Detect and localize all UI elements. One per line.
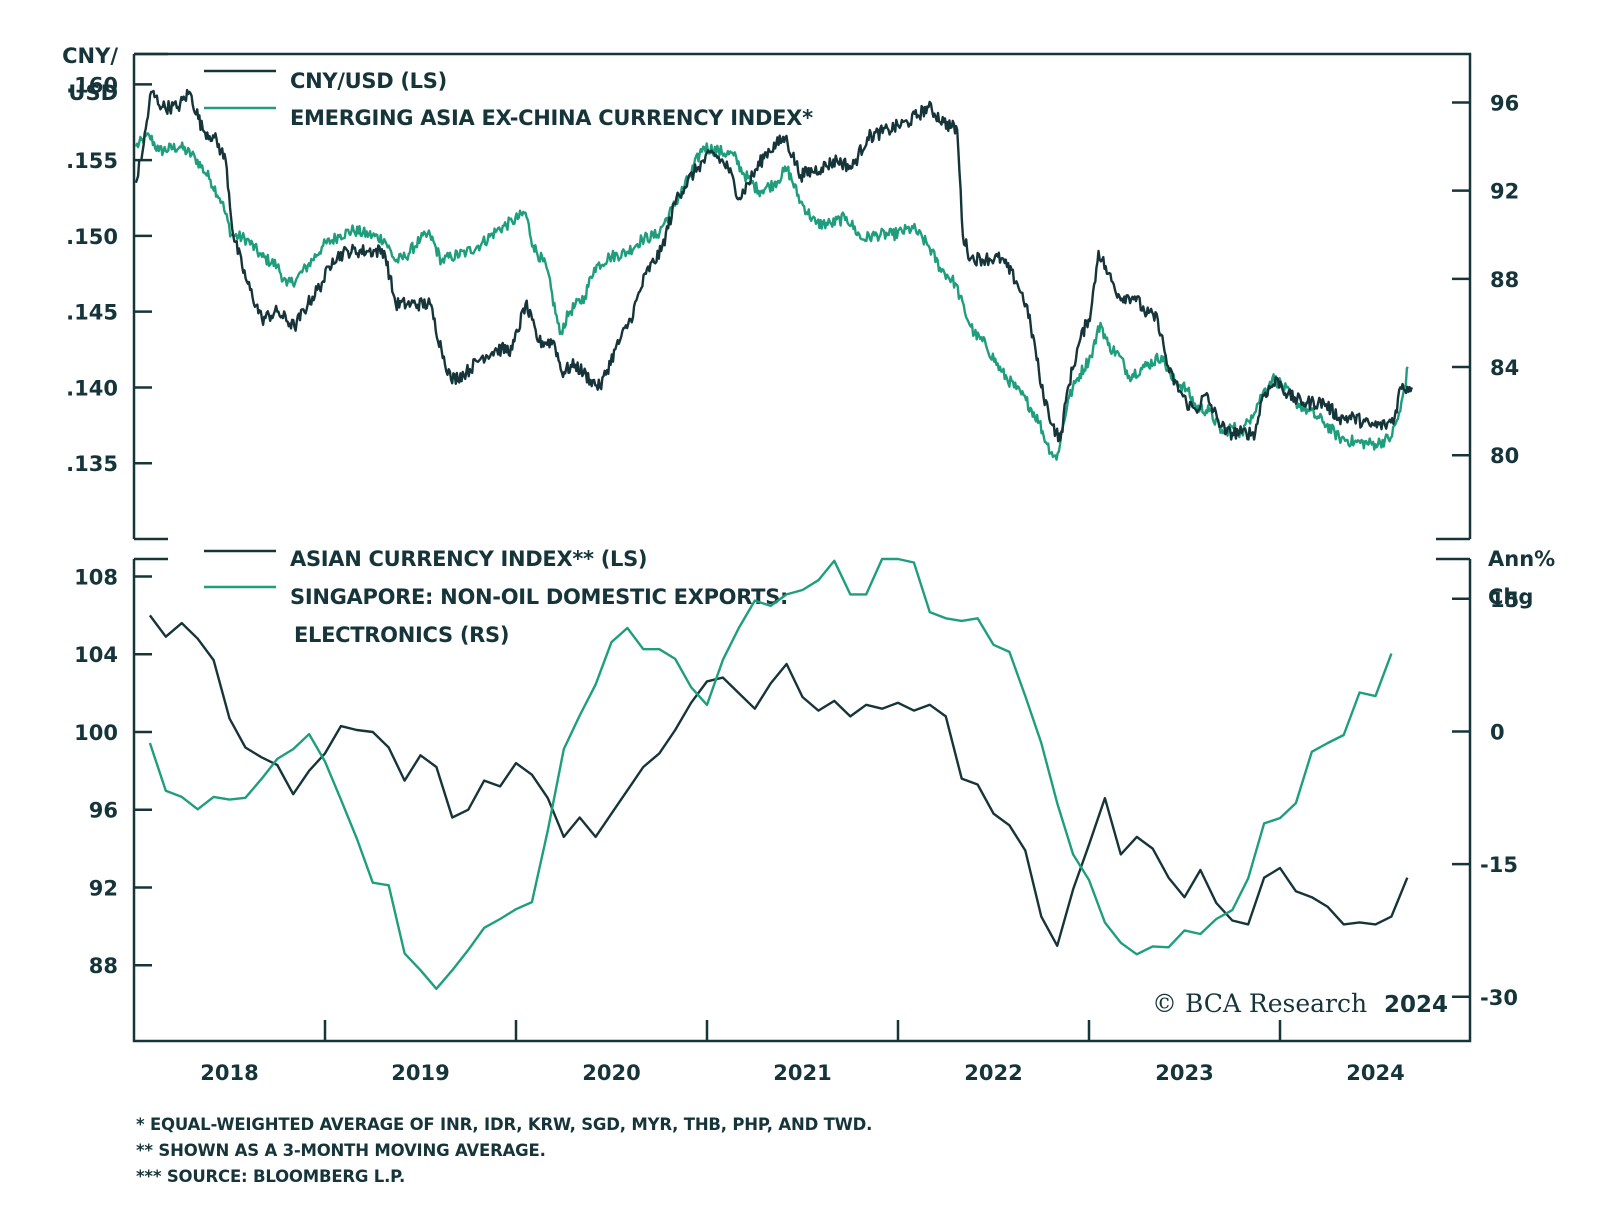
- x-axis-tick-label: 2024: [1346, 1061, 1404, 1085]
- right-axis-tick-label: 80: [1490, 444, 1519, 468]
- copyright-year: 2024: [1384, 992, 1448, 1018]
- copyright-text: © BCA Research: [1152, 989, 1367, 1018]
- x-axis-tick-label: 2020: [582, 1061, 640, 1085]
- right-axis-tick-label: 84: [1490, 356, 1519, 380]
- legend-label-asian-currency-index: ASIAN CURRENCY INDEX** (LS): [290, 547, 647, 571]
- footnote-3: *** SOURCE: BLOOMBERG L.P.: [136, 1167, 405, 1186]
- left-axis-tick-label: 96: [89, 799, 118, 823]
- right-axis-tick-label: -15: [1480, 853, 1518, 877]
- right-axis-tick-label: 88: [1490, 268, 1519, 292]
- series-line-singapore-electronics-exports: [148, 557, 1393, 990]
- footnote-2: ** SHOWN AS A 3-MONTH MOVING AVERAGE.: [136, 1141, 546, 1160]
- left-axis-tick-label: 92: [89, 876, 118, 900]
- legend-label-singapore-electronics-line2: ELECTRONICS (RS): [294, 623, 509, 647]
- top-left-axis: .160 .155 .150 .145 .140 .135: [66, 73, 152, 476]
- footnotes: * EQUAL-WEIGHTED AVERAGE OF INR, IDR, KR…: [136, 1115, 872, 1186]
- left-axis-tick-label: 108: [74, 565, 118, 589]
- top-left-axis-title-line2: USD: [68, 81, 118, 105]
- left-axis-tick-label: .135: [66, 452, 118, 476]
- x-axis-tick-label: 2023: [1155, 1061, 1213, 1085]
- left-axis-tick-label: .150: [66, 225, 118, 249]
- right-axis-tick-label: 96: [1490, 92, 1519, 116]
- copyright: © BCA Research 2024: [1152, 989, 1448, 1018]
- bottom-series: [148, 557, 1409, 990]
- x-axis-tick-label: 2021: [773, 1061, 831, 1085]
- top-left-axis-title-line1: CNY/: [62, 44, 118, 68]
- bottom-right-axis: 15 0 -15 -30: [1452, 588, 1519, 1010]
- x-axis-tick-label: 2022: [964, 1061, 1022, 1085]
- left-axis-tick-label: 88: [89, 954, 118, 978]
- series-line-asian-currency-index: [148, 614, 1409, 947]
- left-axis-tick-label: 100: [74, 721, 118, 745]
- x-axis-tick-label: 2019: [391, 1061, 449, 1085]
- series-line-cny-usd: [134, 88, 1413, 443]
- top-right-axis: 96 92 88 84 80: [1452, 92, 1519, 468]
- top-panel-frame: [132, 52, 1472, 539]
- left-axis-tick-label: 104: [74, 643, 118, 667]
- legend-label-cny-usd: CNY/USD (LS): [290, 69, 447, 93]
- bottom-right-axis-title-line2: Chg: [1488, 585, 1533, 609]
- left-axis-tick-label: .155: [66, 149, 118, 173]
- right-axis-tick-label: 0: [1490, 720, 1505, 744]
- bottom-panel-frame: [132, 559, 1472, 1043]
- legend-label-singapore-electronics-line1: SINGAPORE: NON-OIL DOMESTIC EXPORTS:: [290, 585, 788, 609]
- footnote-1: * EQUAL-WEIGHTED AVERAGE OF INR, IDR, KR…: [136, 1115, 872, 1134]
- legend-label-em-asia-index: EMERGING ASIA EX-CHINA CURRENCY INDEX*: [290, 106, 813, 130]
- x-axis-tick-label: 2018: [200, 1061, 258, 1085]
- top-series: [134, 88, 1413, 461]
- left-axis-tick-label: .145: [66, 301, 118, 325]
- bottom-left-axis: 108 104 100 96 92 88: [74, 565, 152, 978]
- right-axis-tick-label: 92: [1490, 180, 1519, 204]
- left-axis-tick-label: .160: [66, 73, 118, 97]
- bottom-right-axis-title-line1: Ann%: [1488, 547, 1555, 571]
- right-axis-tick-label: -30: [1480, 986, 1518, 1010]
- top-legend: CNY/USD (LS) EMERGING ASIA EX-CHINA CURR…: [204, 69, 813, 130]
- bottom-legend: ASIAN CURRENCY INDEX** (LS) SINGAPORE: N…: [204, 547, 788, 647]
- x-axis: 2018 2019 2020 2021 2022 2023 2024: [200, 1020, 1405, 1085]
- left-axis-tick-label: .140: [66, 376, 118, 400]
- right-axis-tick-label: 15: [1490, 588, 1519, 612]
- series-line-em-asia-currency-index: [134, 132, 1409, 461]
- top-panel: CNY/ USD .160 .155 .150 .145 .140 .135 96 92 88…: [62, 44, 1519, 541]
